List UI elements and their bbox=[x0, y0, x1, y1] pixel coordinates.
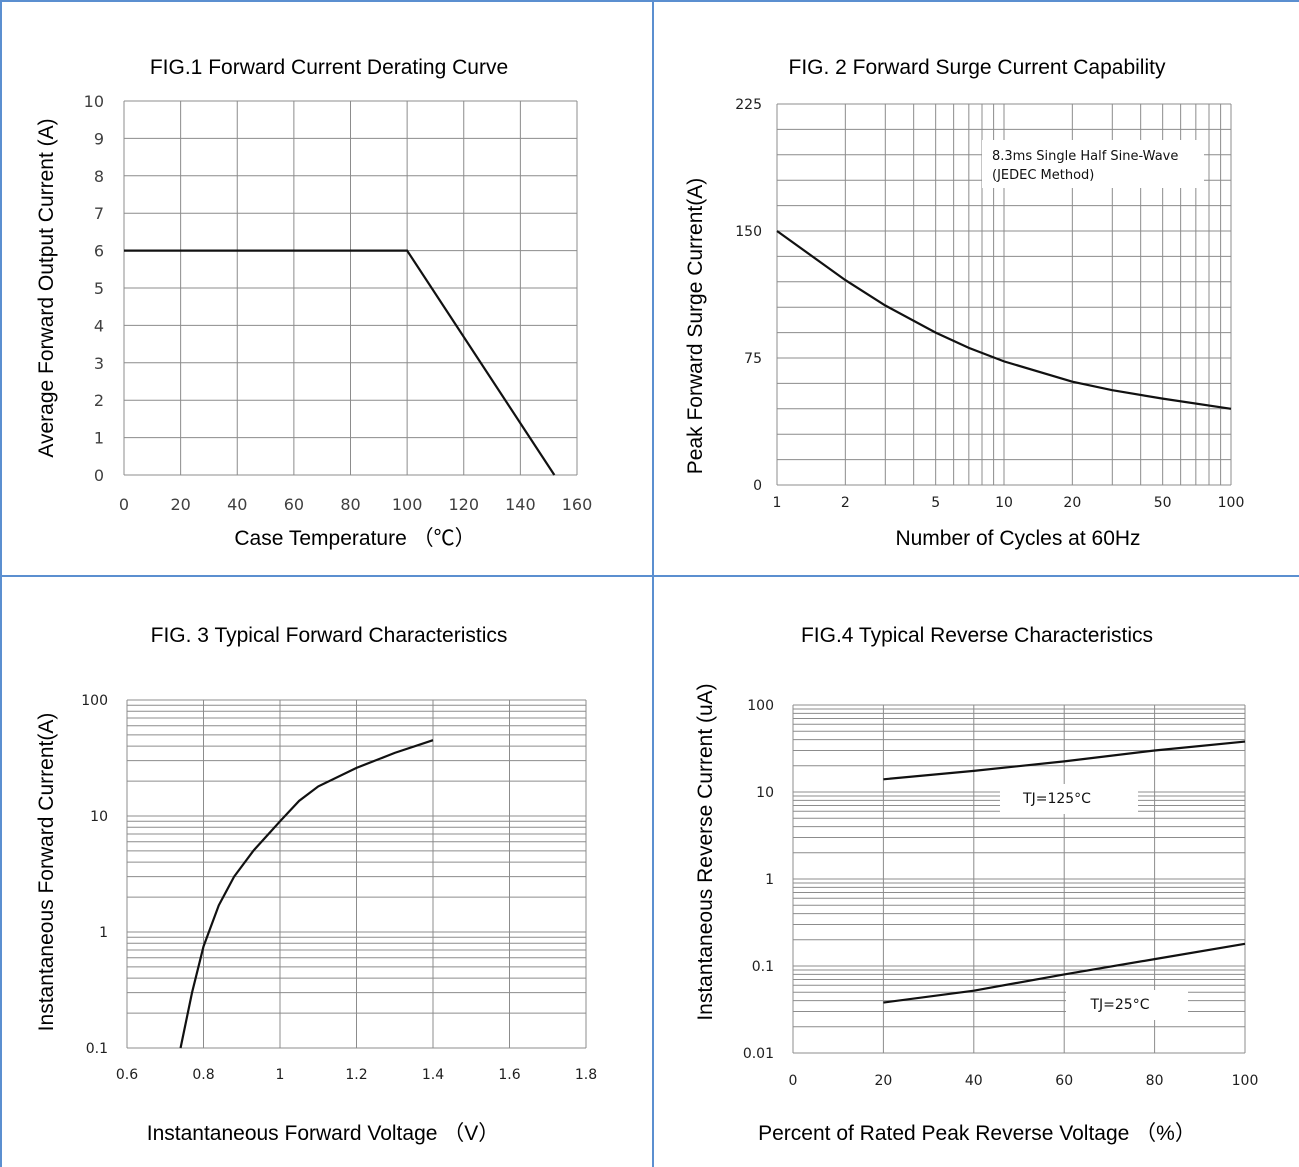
fig4-title: FIG.4 Typical Reverse Characteristics bbox=[801, 624, 1153, 647]
fig2-xtick: 10 bbox=[995, 495, 1013, 511]
fig1-ytick: 7 bbox=[94, 204, 104, 223]
fig2-xtick: 100 bbox=[1218, 495, 1245, 511]
fig1-ytick: 4 bbox=[94, 316, 104, 335]
fig2-xtick: 20 bbox=[1063, 495, 1081, 511]
fig3-ytick: 1 bbox=[99, 925, 108, 941]
top-border bbox=[0, 0, 1299, 2]
fig3-xtick: 1.2 bbox=[345, 1067, 367, 1083]
fig2-series-line bbox=[776, 230, 1232, 410]
fig4-series-label-tj125: TJ=125°C bbox=[1022, 791, 1091, 807]
fig4-ytick: 0.1 bbox=[752, 959, 774, 975]
fig2-ytick: 75 bbox=[744, 351, 762, 367]
fig4-ytick: 100 bbox=[747, 698, 774, 714]
fig4-series-label-tj25: TJ=25°C bbox=[1089, 997, 1149, 1013]
fig1-ytick: 0 bbox=[94, 466, 104, 485]
fig1-xlabel: Case Temperature （℃） bbox=[234, 527, 475, 550]
fig3-ytick: 0.1 bbox=[86, 1041, 108, 1057]
fig2-ytick: 225 bbox=[735, 97, 762, 113]
fig1-ylabel: Average Forward Output Current (A) bbox=[35, 118, 58, 457]
fig1-xtick: 40 bbox=[227, 495, 247, 514]
fig2-ylabel: Peak Forward Surge Current(A) bbox=[684, 178, 707, 474]
fig1-xtick: 120 bbox=[448, 495, 479, 514]
fig4-xlabel: Percent of Rated Peak Reverse Voltage （%… bbox=[758, 1122, 1196, 1145]
fig1-ytick: 10 bbox=[84, 92, 104, 111]
fig1-xtick: 60 bbox=[284, 495, 304, 514]
fig4-xtick: 20 bbox=[874, 1073, 892, 1089]
fig3-xtick: 0.6 bbox=[116, 1067, 138, 1083]
fig3-xtick: 0.8 bbox=[192, 1067, 214, 1083]
fig1-ytick: 6 bbox=[94, 242, 104, 261]
fig3-ytick: 100 bbox=[81, 693, 108, 709]
fig3-ylabel: Instantaneous Forward Current(A) bbox=[35, 713, 58, 1032]
fig4-series-line-tj125 bbox=[883, 740, 1246, 781]
fig4-ytick: 0.01 bbox=[743, 1046, 774, 1062]
fig2-xlabel: Number of Cycles at 60Hz bbox=[895, 527, 1140, 550]
fig2-xtick: 1 bbox=[773, 495, 782, 511]
fig1-ytick: 3 bbox=[94, 354, 104, 373]
fig2-annotation-line2: (JEDEC Method) bbox=[992, 168, 1094, 183]
fig3-xtick: 1.6 bbox=[498, 1067, 520, 1083]
fig2-xtick: 5 bbox=[931, 495, 940, 511]
fig4-series-label-bg-tj25 bbox=[1066, 990, 1188, 1020]
fig2-ytick: 150 bbox=[735, 224, 762, 240]
fig1-xtick: 0 bbox=[119, 495, 129, 514]
fig2-xtick: 50 bbox=[1154, 495, 1172, 511]
fig3-series-line bbox=[179, 739, 434, 1049]
fig2-annotation-line1: 8.3ms Single Half Sine-Wave bbox=[992, 149, 1178, 164]
fig1-title: FIG.1 Forward Current Derating Curve bbox=[150, 56, 508, 79]
fig2-annotation-box bbox=[982, 140, 1204, 188]
vertical-divider bbox=[652, 0, 654, 1167]
fig4-xtick: 60 bbox=[1055, 1073, 1073, 1089]
fig1-xtick: 80 bbox=[340, 495, 360, 514]
fig1-ytick: 9 bbox=[94, 129, 104, 148]
fig4-series-line-tj25 bbox=[883, 942, 1246, 1004]
fig2-ytick: 0 bbox=[753, 478, 762, 494]
fig4-ytick: 10 bbox=[756, 785, 774, 801]
left-border bbox=[0, 0, 2, 1167]
fig4-xtick: 40 bbox=[965, 1073, 983, 1089]
fig3-xlabel: Instantaneous Forward Voltage （V） bbox=[147, 1122, 500, 1145]
fig3-ytick: 10 bbox=[90, 809, 108, 825]
fig1-ytick: 8 bbox=[94, 167, 104, 186]
fig3-xtick: 1 bbox=[276, 1067, 285, 1083]
fig1-xtick: 160 bbox=[562, 495, 593, 514]
fig4-ylabel: Instantaneous Reverse Current (uA) bbox=[694, 683, 717, 1020]
fig3-title: FIG. 3 Typical Forward Characteristics bbox=[151, 624, 508, 647]
fig1-series-line bbox=[124, 249, 556, 476]
fig4-xtick: 0 bbox=[789, 1073, 798, 1089]
fig1-xtick: 140 bbox=[505, 495, 536, 514]
horizontal-divider bbox=[0, 575, 1299, 577]
fig4-xtick: 80 bbox=[1146, 1073, 1164, 1089]
fig2-title: FIG. 2 Forward Surge Current Capability bbox=[789, 56, 1166, 79]
fig1-ytick: 2 bbox=[94, 391, 104, 410]
fig1-xtick: 100 bbox=[392, 495, 423, 514]
fig1-xtick: 20 bbox=[170, 495, 190, 514]
fig4-xtick: 100 bbox=[1232, 1073, 1259, 1089]
fig4-series-label-bg-tj125 bbox=[1000, 784, 1138, 814]
fig4-ytick: 1 bbox=[765, 872, 774, 888]
fig1-ytick: 1 bbox=[94, 429, 104, 448]
fig3-xtick: 1.8 bbox=[575, 1067, 597, 1083]
fig2-xtick: 2 bbox=[841, 495, 850, 511]
fig3-xtick: 1.4 bbox=[422, 1067, 444, 1083]
fig1-ytick: 5 bbox=[94, 279, 104, 298]
